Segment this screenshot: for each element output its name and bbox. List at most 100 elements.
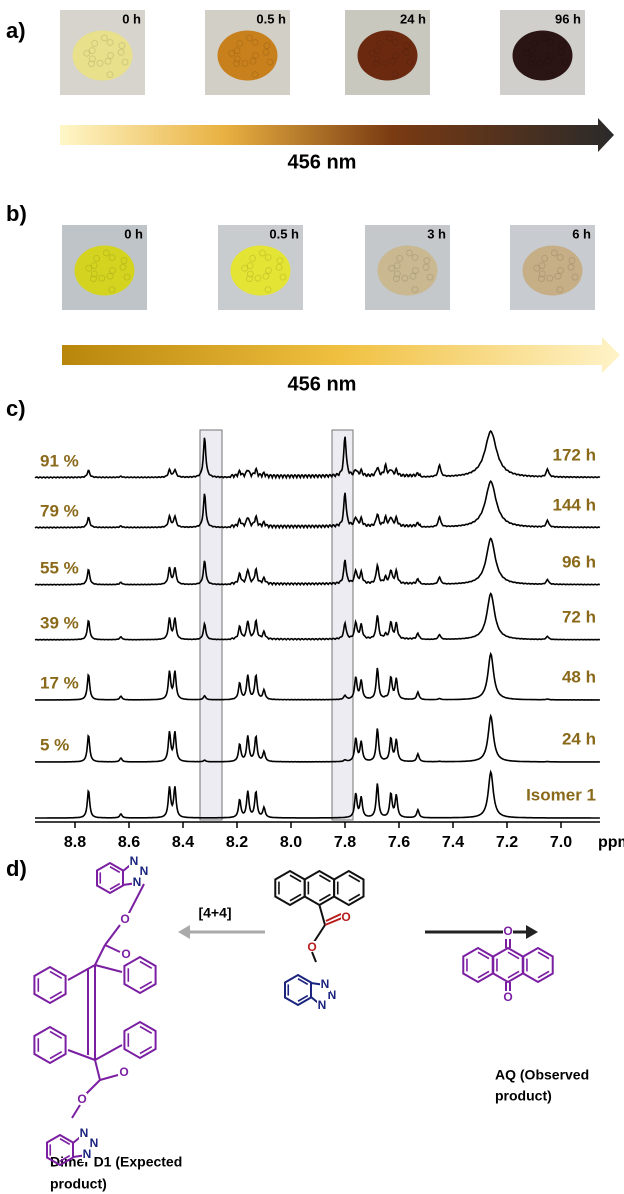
- sample-grain: [529, 56, 535, 62]
- sample-grain: [267, 59, 273, 65]
- panel-label: d): [6, 856, 27, 881]
- sample-grain: [263, 273, 269, 279]
- sample-grain: [423, 264, 429, 270]
- time-label: 48 h: [562, 667, 596, 686]
- sample-grain: [252, 39, 258, 45]
- sample-grain: [250, 255, 256, 261]
- sample-grain: [246, 35, 252, 41]
- sample-grain: [89, 48, 95, 54]
- sample-grain: [277, 258, 283, 264]
- atom: N: [130, 854, 139, 868]
- sample-grain: [265, 254, 271, 260]
- conversion-label: 91 %: [40, 451, 79, 470]
- panel-label: b): [6, 201, 27, 226]
- time-label: 0.5 h: [269, 226, 299, 241]
- sample-grain: [558, 268, 564, 274]
- time-label: 0 h: [124, 226, 143, 241]
- bond: [95, 945, 105, 965]
- sample-grain: [253, 53, 259, 59]
- time-label: 96 h: [555, 11, 581, 26]
- sample-grain: [542, 255, 548, 261]
- sample-grain: [545, 58, 551, 64]
- sample-grain: [255, 275, 261, 281]
- sample-grain: [264, 43, 270, 49]
- atom: N: [83, 1147, 92, 1161]
- sample-grain: [94, 255, 100, 261]
- sample-grain: [412, 287, 418, 293]
- spectrum: [35, 594, 600, 640]
- sample-grain: [382, 60, 388, 66]
- conversion-label: 55 %: [40, 558, 79, 577]
- sample-grain: [386, 35, 392, 41]
- sample-grain: [109, 254, 115, 260]
- spectrum: [35, 481, 600, 528]
- tick-label: 7.0: [550, 834, 572, 851]
- spectrum: [35, 431, 600, 478]
- sample-grain: [99, 275, 105, 281]
- sample-grain: [107, 72, 113, 78]
- sample-grain: [547, 275, 553, 281]
- conversion-label: 79 %: [40, 501, 79, 520]
- sample-grain: [541, 35, 547, 41]
- figure: a) b) c) d) 456 nm 456 nm [4+4] AQ (Obse…: [0, 0, 624, 1194]
- sample-grain: [234, 48, 240, 54]
- sample-grain: [280, 274, 286, 280]
- sample-grain: [276, 264, 282, 270]
- product-label: product): [495, 1088, 552, 1104]
- atom: O: [121, 947, 130, 961]
- bond: [72, 1105, 80, 1118]
- sample-grain: [250, 58, 256, 64]
- sample-grain: [397, 255, 403, 261]
- sample-grain: [390, 58, 396, 64]
- sample-grain: [107, 273, 113, 279]
- time-label: 0 h: [122, 11, 141, 26]
- sample-grain: [242, 60, 248, 66]
- sample-grain: [119, 43, 125, 49]
- sample-grain: [394, 271, 400, 277]
- sample-grain: [110, 268, 116, 274]
- sample-grain: [108, 53, 114, 59]
- atom: O: [503, 924, 512, 938]
- product-label: AQ (Observed: [495, 1067, 589, 1083]
- sample-grain: [412, 254, 418, 260]
- time-label: 0.5 h: [256, 11, 286, 26]
- sample-grain: [259, 250, 265, 256]
- bond: [105, 925, 120, 945]
- sample-grain: [555, 273, 561, 279]
- sample-grain: [392, 39, 398, 45]
- spectrum: [35, 539, 600, 585]
- spectrum: [35, 716, 600, 762]
- sample-grain: [263, 49, 269, 55]
- sample-grain: [124, 274, 130, 280]
- sample-grain: [548, 53, 554, 59]
- tick-label: 8.4: [172, 834, 194, 851]
- sample-grain: [109, 287, 115, 293]
- sample-grain: [266, 268, 272, 274]
- bond: [85, 1080, 100, 1095]
- sample-grain: [559, 43, 565, 49]
- sample-grain: [547, 39, 553, 45]
- sample-grain: [105, 58, 111, 64]
- product-label: product): [50, 1176, 107, 1192]
- sample-grain: [265, 287, 271, 293]
- sample-grain: [120, 264, 126, 270]
- sample-grain: [393, 53, 399, 59]
- atom: O: [503, 990, 512, 1004]
- tick-label: 8.8: [64, 834, 86, 851]
- arrow: [60, 118, 614, 152]
- sample-grain: [92, 40, 98, 46]
- sample-grain: [569, 258, 575, 264]
- atom: O: [119, 1065, 128, 1079]
- sample-grain: [377, 40, 383, 46]
- sample-grain: [558, 49, 564, 55]
- sample-grain: [413, 268, 419, 274]
- time-label: 24 h: [400, 11, 426, 26]
- sample-grain: [91, 271, 97, 277]
- sample-grain: [101, 35, 107, 41]
- sample-grain: [402, 275, 408, 281]
- time-label: 96 h: [562, 552, 596, 571]
- sample-grain: [118, 49, 124, 55]
- sample-grain: [392, 72, 398, 78]
- time-label: 3 h: [427, 226, 446, 241]
- sample-grain: [234, 56, 240, 62]
